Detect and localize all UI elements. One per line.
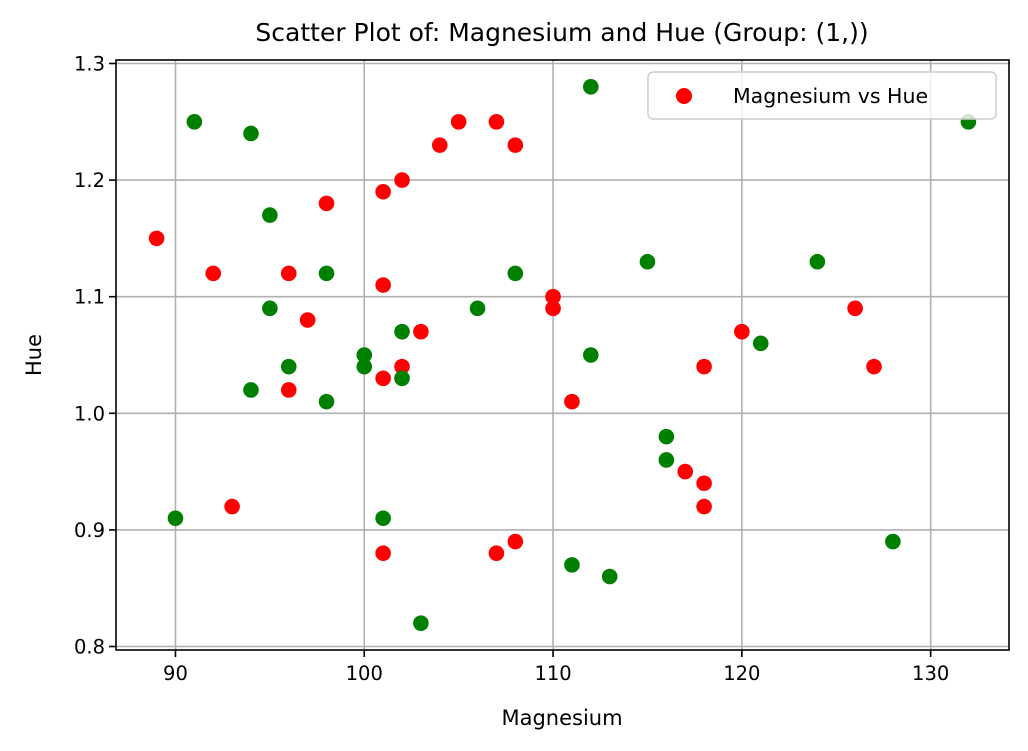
data-point (243, 382, 259, 398)
data-point (450, 113, 467, 130)
data-point (866, 358, 882, 375)
data-point (167, 510, 184, 527)
data-point (318, 393, 335, 410)
y-tick-label: 1.3 (74, 52, 105, 75)
data-point (224, 498, 240, 515)
data-point (488, 113, 505, 130)
data-point (658, 452, 675, 468)
data-point (677, 463, 694, 480)
data-point (318, 195, 335, 212)
data-point (847, 300, 863, 317)
y-tick-label: 1.0 (74, 402, 105, 425)
data-point (752, 335, 769, 352)
data-point (809, 253, 826, 270)
data-point (413, 323, 429, 340)
data-point (394, 172, 410, 188)
data-point (243, 125, 259, 142)
data-point (469, 300, 486, 317)
data-point (280, 382, 297, 398)
x-tick-label: 110 (534, 662, 571, 685)
data-point (564, 557, 580, 573)
x-tick-label: 100 (346, 662, 383, 685)
data-point (583, 79, 599, 95)
data-point (885, 533, 901, 550)
chart-title: Scatter Plot of: Magnesium and Hue (Grou… (255, 18, 868, 47)
data-point (696, 498, 712, 515)
data-point (262, 207, 278, 223)
x-axis-label: Magnesium (501, 706, 622, 730)
data-points (148, 79, 977, 631)
data-point (431, 137, 448, 153)
data-point (696, 358, 712, 375)
data-point (205, 265, 222, 282)
data-point (262, 300, 278, 317)
axis-ticks: 90 100 110 120 130 0.8 0.9 1.0 1.1 1.2 1.3 (74, 52, 949, 685)
data-point (375, 183, 391, 200)
data-point (375, 510, 391, 527)
legend-box (647, 71, 997, 120)
data-point (488, 545, 505, 562)
data-point (394, 323, 410, 340)
legend-marker (676, 88, 692, 104)
data-point (734, 323, 750, 340)
data-point (564, 393, 580, 410)
x-tick-label: 120 (723, 662, 760, 685)
data-point (583, 347, 599, 363)
data-point (545, 300, 561, 317)
data-point (507, 265, 524, 282)
data-point (375, 370, 391, 387)
data-point (394, 358, 410, 375)
x-tick-label: 130 (912, 662, 949, 685)
y-tick-label: 0.9 (74, 519, 105, 542)
y-axis-label: Hue (22, 334, 46, 376)
data-point (280, 265, 297, 282)
data-point (507, 137, 524, 153)
legend-label: Magnesium vs Hue (733, 84, 928, 108)
plot-area-frame (115, 59, 1010, 651)
y-tick-label: 0.8 (74, 636, 105, 659)
data-point (280, 358, 297, 375)
data-point (375, 277, 391, 293)
data-point (299, 312, 316, 328)
data-point (148, 230, 165, 247)
data-point (318, 265, 335, 282)
data-point (356, 347, 373, 363)
data-point (186, 113, 203, 130)
data-point (545, 288, 561, 305)
data-point (639, 253, 656, 270)
data-point (658, 428, 675, 445)
data-point (356, 358, 373, 375)
data-point (413, 615, 429, 631)
data-point (375, 545, 391, 562)
x-tick-label: 90 (163, 662, 188, 685)
data-point (507, 533, 524, 550)
data-point (394, 370, 410, 387)
legend: Magnesium vs Hue (647, 71, 997, 120)
data-point (601, 568, 618, 585)
y-tick-label: 1.2 (74, 169, 105, 192)
data-point (696, 475, 712, 492)
y-tick-label: 1.1 (74, 286, 105, 309)
